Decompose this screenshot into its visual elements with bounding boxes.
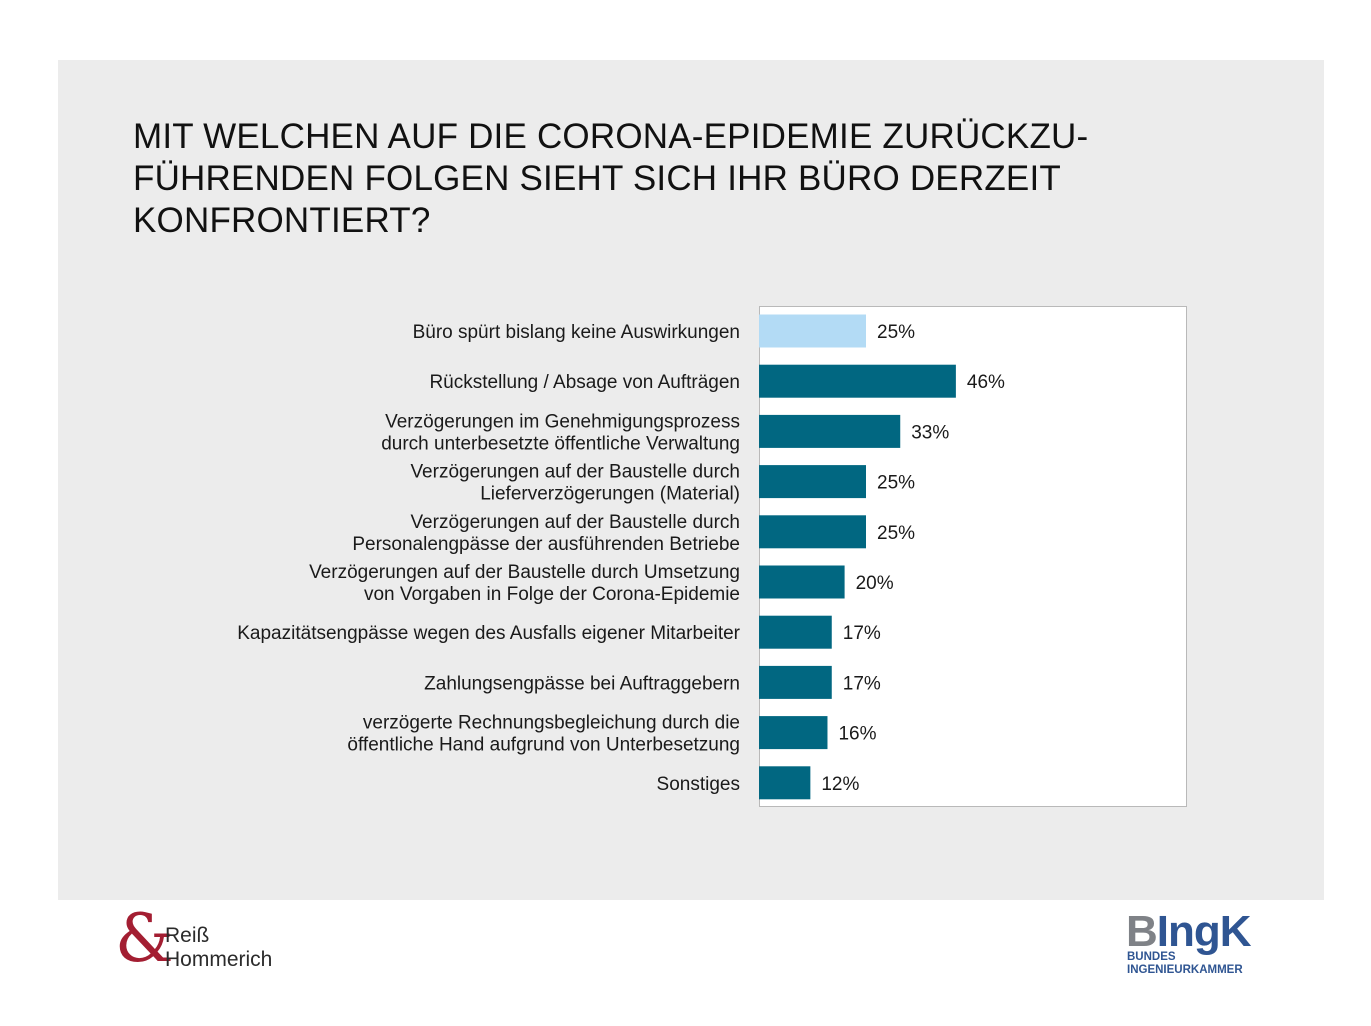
category-label-6-line-1: Verzögerungen auf der Baustelle durch Um… bbox=[309, 562, 740, 583]
bar-6 bbox=[759, 565, 845, 599]
title-line-3: KONFRONTIERT? bbox=[133, 201, 431, 240]
category-label-9-line-1: verzögerte Rechnungsbegleichung durch di… bbox=[363, 713, 740, 734]
category-label-9-line-2: öffentliche Hand aufgrund von Unterbeset… bbox=[347, 735, 740, 756]
bar-5 bbox=[759, 515, 866, 549]
bingk-b: B bbox=[1126, 907, 1158, 956]
bar-2 bbox=[759, 364, 956, 398]
category-label-10-line-1: Sonstiges bbox=[657, 774, 740, 795]
category-label-1-line-1: Büro spürt bislang keine Auswirkungen bbox=[413, 322, 740, 343]
reiss-hommerich-wordmark: Reiß Hommerich bbox=[165, 924, 272, 972]
title-line-1: MIT WELCHEN AUF DIE CORONA-EPIDEMIE ZURÜ… bbox=[133, 117, 1089, 156]
bar-7 bbox=[759, 615, 832, 649]
ampersand-logo-mark: & bbox=[115, 900, 174, 977]
bar-4 bbox=[759, 465, 866, 499]
category-label-5-line-2: Personalengpässe der ausführenden Betrie… bbox=[352, 534, 740, 555]
value-label-2: 46% bbox=[967, 372, 1005, 393]
value-label-6: 20% bbox=[856, 573, 894, 594]
reiss-hommerich-logo: & Reiß Hommerich bbox=[115, 906, 285, 978]
bingk-sub-bundes: BUNDES bbox=[1127, 951, 1176, 963]
bar-10 bbox=[759, 766, 811, 800]
value-label-5: 25% bbox=[877, 523, 915, 544]
bar-3 bbox=[759, 414, 901, 448]
category-label-7-line-1: Kapazitätsengpässe wegen des Ausfalls ei… bbox=[237, 623, 740, 644]
bar-1 bbox=[759, 314, 866, 348]
category-label-5-line-1: Verzögerungen auf der Baustelle durch bbox=[410, 512, 740, 533]
category-label-4-line-2: Lieferverzögerungen (Material) bbox=[480, 484, 740, 505]
bingk-sub-ingenieurkammer: INGENIEURKAMMER bbox=[1127, 964, 1243, 976]
value-label-3: 33% bbox=[911, 422, 949, 443]
value-label-1: 25% bbox=[877, 322, 915, 343]
bingk-logo: BIngK BUNDES INGENIEURKAMMER bbox=[1124, 910, 1264, 980]
logo-line-reiss: Reiß bbox=[165, 924, 210, 947]
title-line-2: FÜHRENDEN FOLGEN SIEHT SICH IHR BÜRO DER… bbox=[133, 159, 1061, 198]
category-label-3-line-2: durch unterbesetzte öffentliche Verwaltu… bbox=[381, 433, 740, 454]
value-label-8: 17% bbox=[843, 673, 881, 694]
category-label-2-line-1: Rückstellung / Absage von Aufträgen bbox=[429, 372, 740, 393]
value-label-4: 25% bbox=[877, 473, 915, 494]
slide-title: MIT WELCHEN AUF DIE CORONA-EPIDEMIE ZURÜ… bbox=[133, 116, 1253, 242]
bingk-subtitle: BUNDES INGENIEURKAMMER bbox=[1127, 951, 1243, 977]
bingk-ingk: IngK bbox=[1156, 907, 1252, 956]
value-label-9: 16% bbox=[838, 724, 876, 745]
logo-line-hommerich: Hommerich bbox=[165, 948, 273, 971]
bar-8 bbox=[759, 665, 832, 699]
category-label-6-line-2: von Vorgaben in Folge der Corona-Epidemi… bbox=[364, 584, 740, 605]
category-label-3-line-1: Verzögerungen im Genehmigungsprozess bbox=[385, 411, 740, 432]
bar-9 bbox=[759, 716, 828, 750]
value-label-7: 17% bbox=[843, 623, 881, 644]
category-label-4-line-1: Verzögerungen auf der Baustelle durch bbox=[410, 462, 740, 483]
category-label-8-line-1: Zahlungsengpässe bei Auftraggebern bbox=[424, 673, 740, 694]
value-label-10: 12% bbox=[821, 774, 859, 795]
bingk-wordmark: BIngK bbox=[1126, 907, 1252, 956]
